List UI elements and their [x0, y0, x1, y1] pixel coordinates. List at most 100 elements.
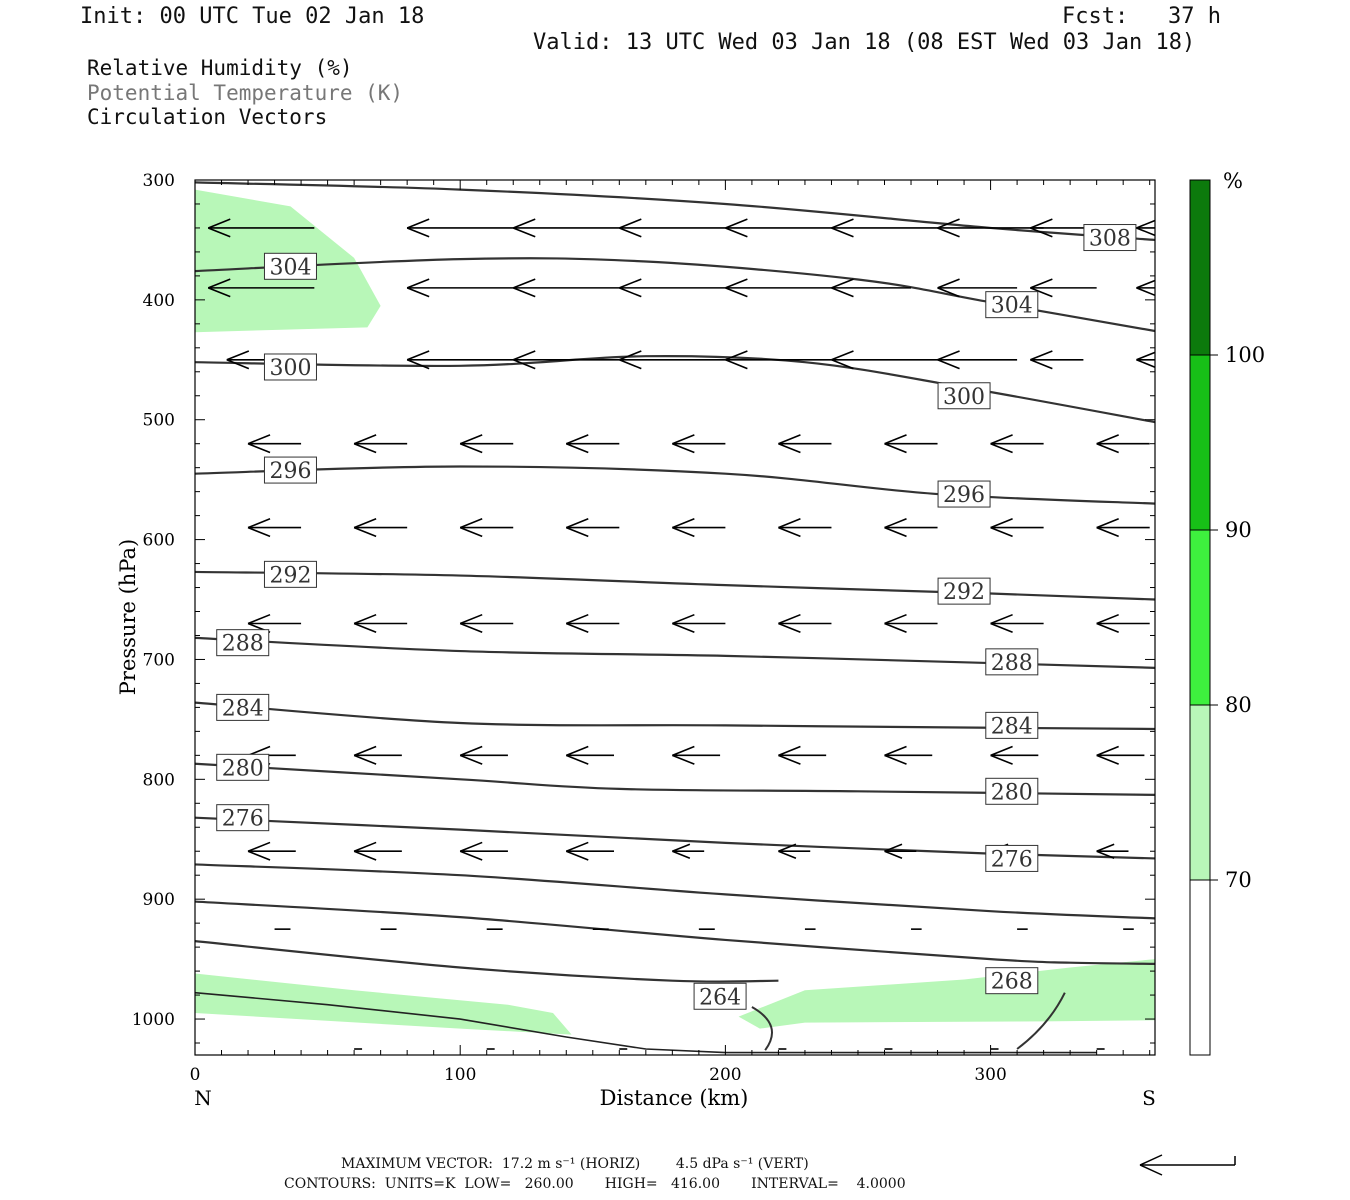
y-tick-label: 500	[143, 411, 175, 431]
theta-contour-268	[195, 900, 1155, 966]
colorbar-segment	[1189, 354, 1211, 531]
vector-head	[512, 350, 536, 361]
circulation-vector	[1096, 745, 1145, 765]
vector-head	[353, 850, 377, 861]
label-box	[263, 252, 317, 280]
ref-vector-head	[1139, 1154, 1163, 1166]
vector-head	[778, 526, 801, 538]
circulation-vector	[353, 613, 408, 634]
vector-head	[353, 841, 377, 852]
contour-label-284: 284	[216, 693, 270, 721]
colorbar-label: 90	[1225, 518, 1252, 542]
contour-label-288: 288	[216, 629, 270, 657]
label-box	[985, 648, 1039, 676]
vector-head	[725, 278, 748, 289]
x-end-label-north: N	[194, 1086, 212, 1110]
max-vector-note: MAXIMUM VECTOR: 17.2 m s⁻¹ (HORIZ) 4.5 d…	[341, 1156, 809, 1172]
circulation-vector	[1096, 843, 1129, 859]
circulation-vector	[512, 350, 620, 370]
circulation-vector	[990, 745, 1039, 765]
circulation-vector	[1136, 351, 1155, 369]
contour-label-text: 280	[991, 780, 1033, 805]
vector-head	[1096, 526, 1119, 538]
label-box	[985, 967, 1039, 995]
vector-head	[778, 850, 797, 859]
contour-label-text: 292	[943, 580, 985, 605]
circulation-vector	[247, 434, 302, 454]
contour-label-text: 264	[699, 985, 741, 1010]
vector-head	[884, 442, 907, 454]
contours-note: CONTOURS: UNITS=K LOW= 260.00 HIGH= 416.…	[284, 1176, 906, 1192]
vector-head	[512, 227, 536, 238]
vector-head	[725, 218, 748, 229]
vector-head	[990, 442, 1013, 454]
vector-head	[778, 518, 801, 529]
vector-head	[459, 613, 483, 625]
vector-head	[353, 613, 377, 625]
circulation-vector	[990, 613, 1044, 634]
vector-head	[778, 843, 797, 852]
theta-contour-292	[195, 570, 1155, 601]
vector-head	[937, 227, 960, 238]
vector-head	[937, 218, 960, 229]
vector-head	[619, 218, 642, 229]
vector-head	[831, 278, 854, 289]
contour-segment	[1016, 992, 1066, 1050]
contour-label-296: 296	[937, 480, 991, 508]
vector-head	[459, 526, 483, 538]
rh-shade-area	[738, 959, 1155, 1029]
x-tick-label: 100	[444, 1065, 476, 1085]
colorbar-segment	[1189, 879, 1211, 1056]
x-tick-label: 0	[190, 1065, 201, 1085]
theta-contour-272	[195, 863, 1155, 920]
vector-head	[778, 745, 801, 757]
legend-relative-humidity: Relative Humidity (%)	[87, 56, 353, 80]
label-box	[985, 291, 1039, 319]
vector-layer	[207, 218, 1155, 1050]
surface-line	[194, 991, 1097, 1054]
contour-label-268: 268	[985, 967, 1039, 995]
vector-head	[565, 442, 589, 454]
vector-head	[725, 287, 748, 298]
vector-head	[937, 278, 960, 289]
vector-head	[226, 350, 250, 361]
contour-label-layer: 308 304 304 300 300 296 296 292 292 288 288 284 284 2…	[216, 224, 1137, 1010]
label-box	[263, 353, 317, 381]
vector-head	[406, 287, 430, 298]
circulation-vector	[459, 745, 508, 765]
vector-head	[937, 359, 960, 370]
circulation-vector	[990, 518, 1044, 538]
vector-head	[1030, 218, 1053, 229]
rh-shade-area	[195, 973, 572, 1035]
colorbar-unit: %	[1223, 169, 1243, 193]
contour-label-280: 280	[216, 753, 270, 781]
vector-head	[353, 518, 377, 529]
vector-head	[459, 622, 483, 634]
circulation-vector	[672, 745, 721, 765]
circulation-vector	[937, 350, 1018, 370]
circulation-vector	[831, 218, 938, 238]
vector-head	[884, 518, 907, 529]
vector-head	[725, 350, 748, 361]
vector-head	[353, 622, 377, 634]
circulation-vector	[725, 350, 832, 370]
colorbar-label: 100	[1225, 343, 1265, 367]
vector-head	[831, 350, 854, 361]
forecast-hour: Fcst: 37 h	[1062, 4, 1221, 29]
circulation-vector	[937, 218, 1044, 238]
contour-label-text: 284	[991, 714, 1033, 739]
terrain-layer	[194, 991, 1097, 1054]
label-box	[985, 844, 1039, 872]
circulation-vector	[459, 518, 514, 538]
vector-head	[207, 218, 231, 229]
vector-head	[1096, 613, 1119, 625]
vector-head	[990, 518, 1013, 529]
vector-head	[725, 227, 748, 238]
contour-label-304: 304	[985, 291, 1039, 319]
vector-head	[459, 434, 483, 445]
vector-head	[565, 526, 589, 538]
reference-vector	[1139, 1154, 1236, 1176]
y-tick-label: 300	[143, 171, 175, 191]
label-box	[216, 804, 270, 832]
circulation-vector	[619, 278, 726, 298]
